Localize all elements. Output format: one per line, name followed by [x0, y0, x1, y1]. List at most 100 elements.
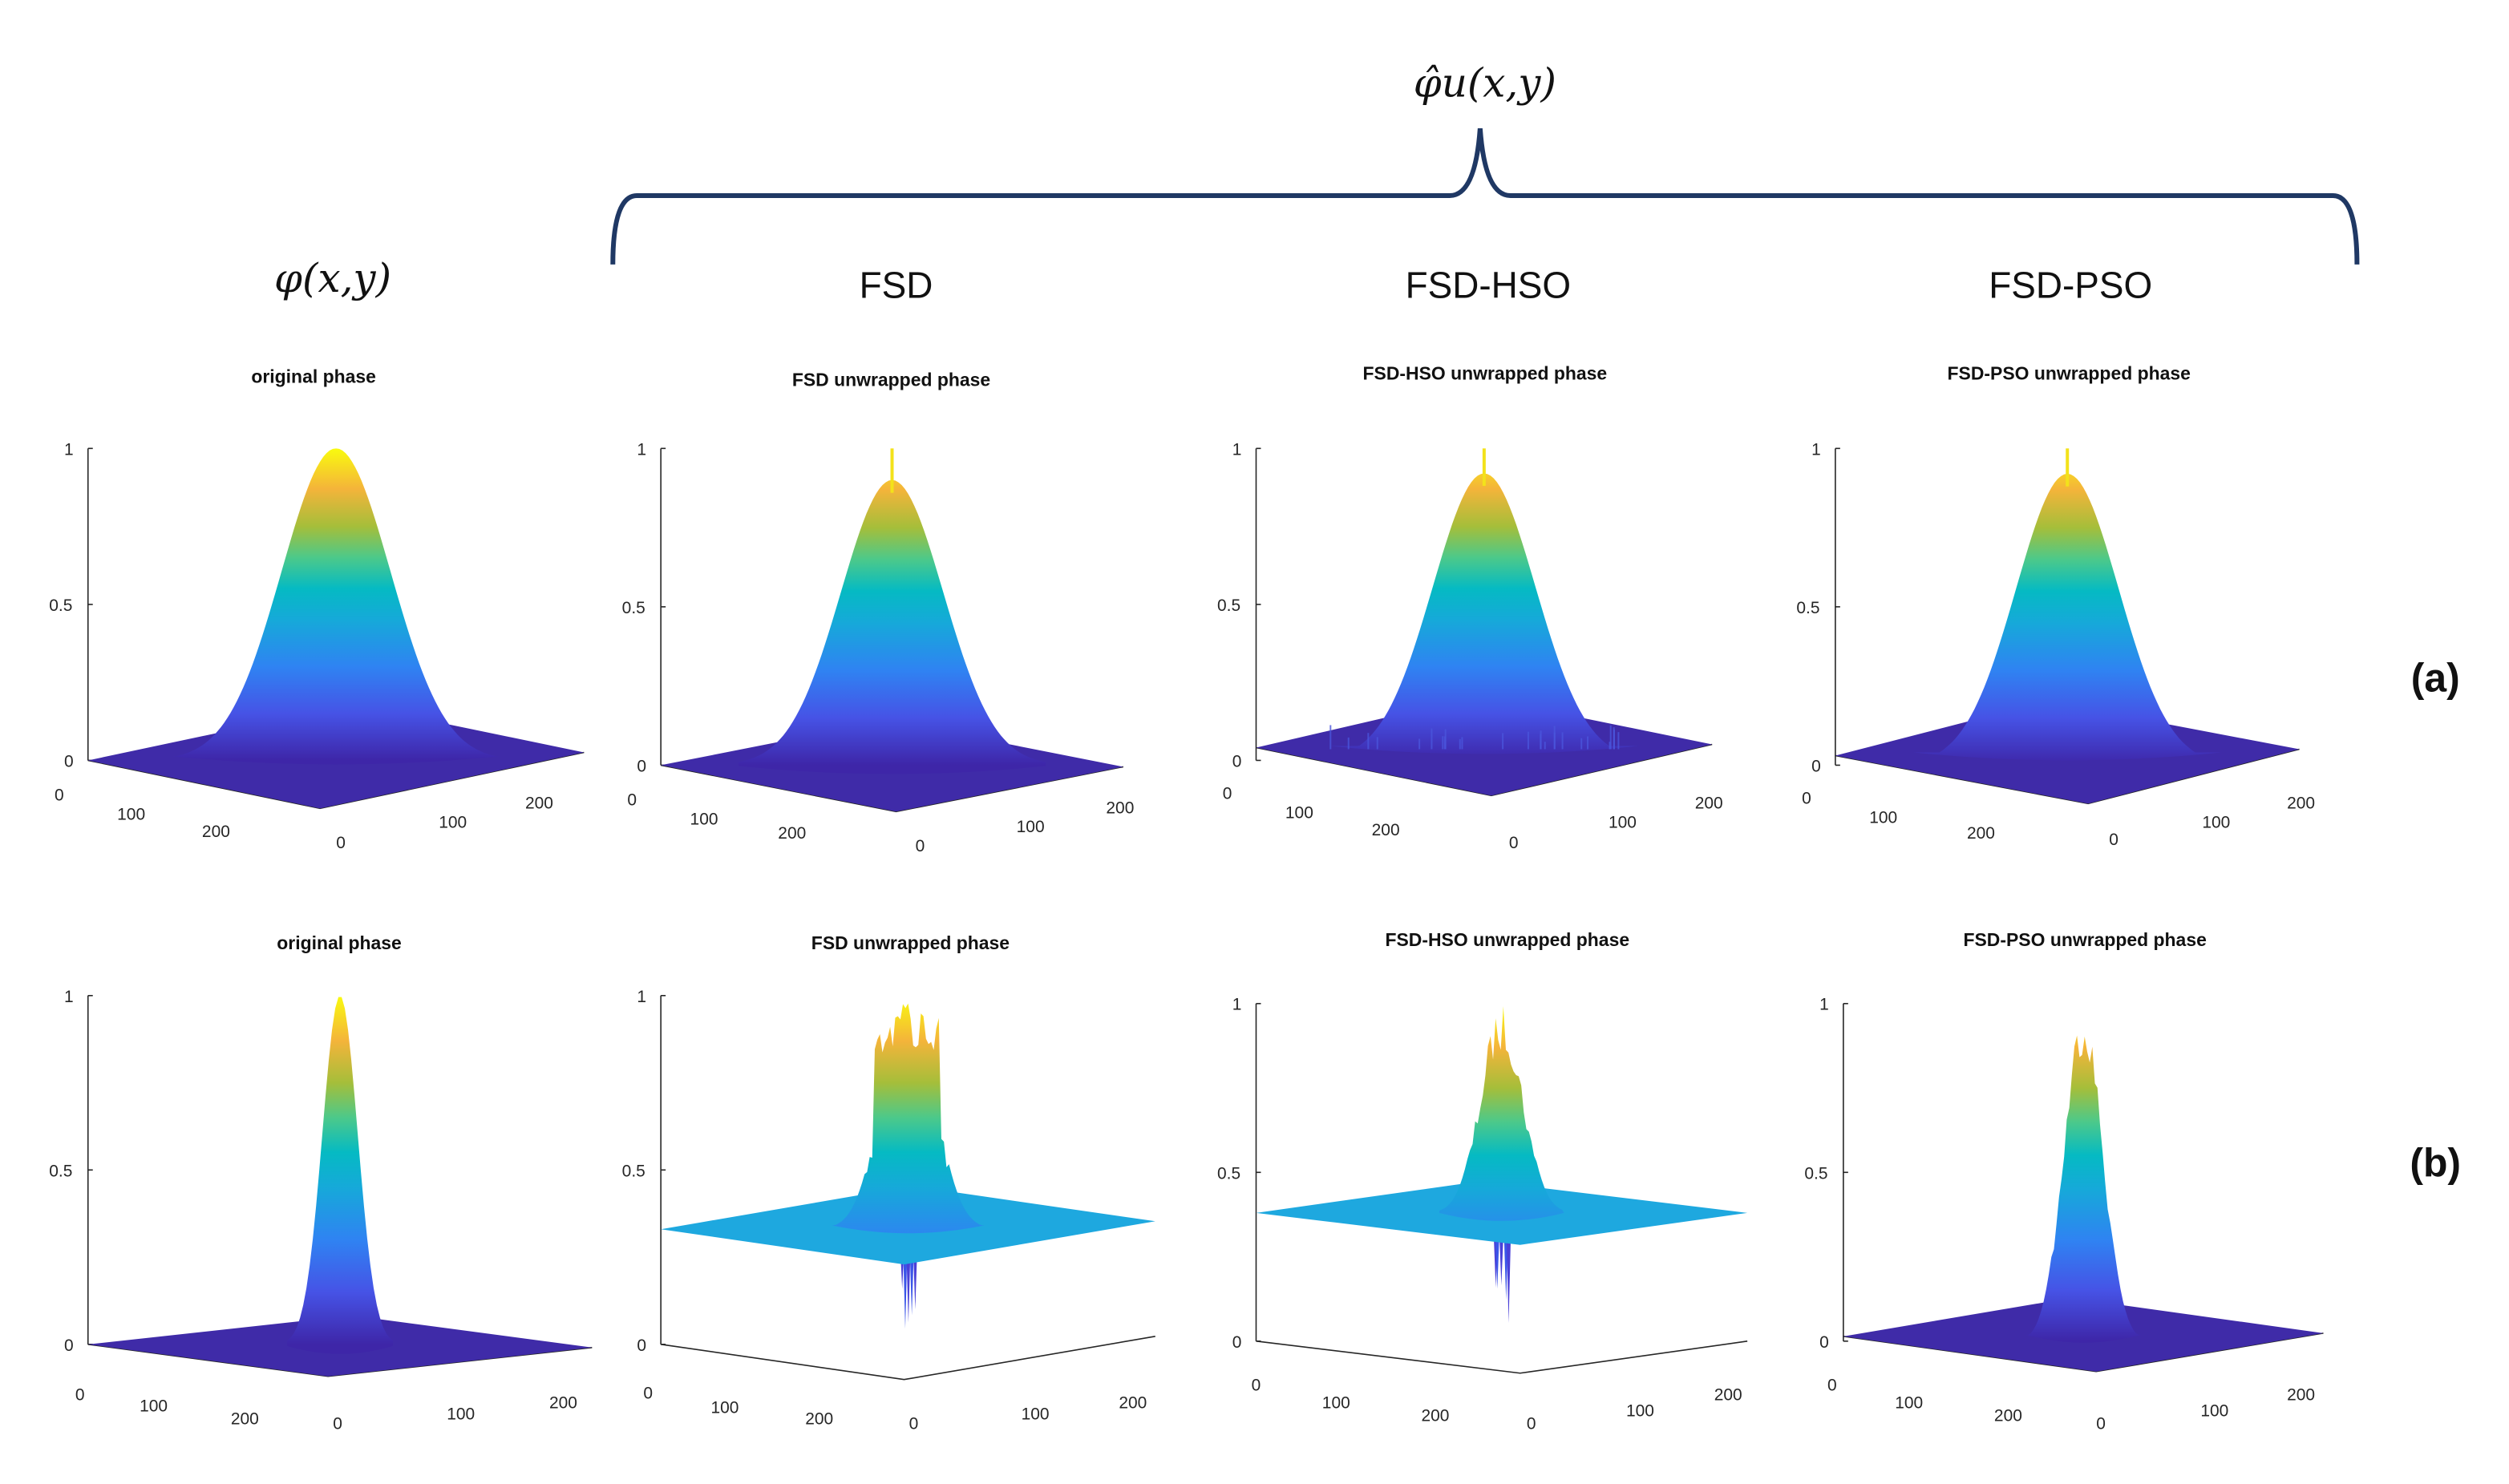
z-tick-label: 0.5	[622, 599, 645, 617]
y-tick-label: 100	[439, 813, 467, 831]
y-tick-label: 0	[1509, 834, 1519, 852]
peak-surface	[738, 479, 1046, 774]
surface-plot-7: FSD-HSO unwrapped phase 0 0.5 1 0 100 200 0 100 2…	[1217, 929, 1748, 1433]
y-tick-label: 200	[1119, 1394, 1147, 1413]
z-tick-label: 1	[637, 988, 646, 1006]
z-tick-label: 0	[64, 752, 74, 770]
x-tick-label: 200	[202, 823, 230, 841]
base-axes	[661, 1336, 1155, 1381]
plot-title: FSD unwrapped phase	[811, 932, 1010, 953]
y-tick-label: 200	[525, 794, 553, 812]
y-tick-label: 100	[1022, 1405, 1050, 1424]
y-tick-label: 100	[2200, 1402, 2228, 1421]
y-tick-label: 100	[1626, 1402, 1654, 1421]
output-phase-label: φ̂u(x,y)	[1414, 59, 1556, 106]
z-tick-label: 0.5	[1217, 596, 1240, 615]
peak-surface	[831, 1003, 985, 1234]
x-tick-label: 0	[1827, 1377, 1837, 1395]
y-tick-label: 200	[1695, 794, 1723, 812]
y-tick-label: 200	[549, 1394, 577, 1413]
plot-title: FSD-PSO unwrapped phase	[1964, 929, 2207, 950]
x-tick-label: 0	[75, 1386, 85, 1405]
plot-title: FSD-HSO unwrapped phase	[1363, 363, 1608, 384]
z-tick-label: 0	[64, 1336, 74, 1355]
y-tick-label: 100	[2202, 813, 2230, 831]
x-tick-label: 100	[1895, 1394, 1923, 1413]
surface-plot-4: FSD-PSO unwrapped phase 0 0.5 1 0 100 200 0 100 2…	[1796, 363, 2315, 850]
top-spike	[1482, 448, 1486, 487]
z-tick-label: 1	[64, 988, 74, 1006]
y-tick-label: 0	[333, 1415, 342, 1433]
z-tick-label: 0	[637, 757, 646, 775]
surface-plot-6: FSD unwrapped phase 0 0.5 1 0 100 200 0 100 200	[622, 932, 1155, 1433]
y-tick-label: 200	[1714, 1386, 1742, 1405]
column-header-fsd: FSD	[860, 265, 933, 306]
z-tick-label: 1	[1232, 440, 1242, 459]
y-tick-label: 100	[1609, 813, 1637, 831]
z-tick-label: 0.5	[49, 596, 72, 615]
z-tick-label: 1	[64, 440, 74, 459]
z-tick-label: 1	[1232, 996, 1242, 1014]
peak-surface	[172, 448, 500, 765]
top-spike	[890, 448, 894, 493]
top-spike	[2066, 448, 2070, 487]
column-brace	[610, 127, 2360, 265]
surface-plot-8: FSD-PSO unwrapped phase 0 0.5 1 0 100 200 0 100 2…	[1804, 929, 2324, 1433]
x-tick-label: 100	[140, 1397, 168, 1416]
y-tick-label: 0	[909, 1415, 919, 1433]
x-tick-label: 200	[1994, 1407, 2022, 1425]
y-tick-label: 200	[2287, 1386, 2315, 1405]
x-tick-label: 0	[1223, 784, 1232, 803]
z-tick-label: 0	[1819, 1333, 1829, 1352]
plot-title: FSD-HSO unwrapped phase	[1385, 929, 1629, 950]
x-tick-label: 200	[1422, 1407, 1450, 1425]
x-tick-label: 200	[805, 1410, 833, 1429]
z-tick-label: 0	[637, 1336, 646, 1355]
y-tick-label: 0	[336, 834, 346, 852]
plot-title: original phase	[251, 366, 376, 387]
x-tick-label: 0	[627, 791, 637, 809]
x-tick-label: 100	[690, 810, 718, 828]
row-label-b: (b)	[2410, 1140, 2461, 1185]
z-tick-label: 0.5	[1217, 1164, 1240, 1183]
z-tick-label: 1	[637, 440, 646, 459]
z-tick-label: 0	[1232, 752, 1242, 770]
z-tick-label: 0.5	[1796, 599, 1819, 617]
surface-plot-1: original phase 0 0.5 1 0 100 200 0 100 200	[49, 366, 585, 852]
x-tick-label: 100	[1869, 808, 1897, 827]
z-tick-label: 0.5	[622, 1162, 645, 1180]
y-tick-label: 0	[916, 837, 925, 855]
x-tick-label: 100	[711, 1399, 739, 1417]
z-tick-label: 1	[1819, 996, 1829, 1014]
x-tick-label: 0	[1252, 1377, 1261, 1395]
surface-plot-5: original phase 0 0.5 1 0 100 200 0 100 200	[49, 932, 593, 1433]
column-header-fsd-hso: FSD-HSO	[1406, 265, 1571, 306]
peak-surface	[1913, 473, 2221, 761]
x-tick-label: 100	[117, 805, 145, 823]
surface-plot-3: FSD-HSO unwrapped phase 0 0.5 1 0 100 200 0 100 2…	[1217, 363, 1723, 853]
y-tick-label: 0	[1527, 1415, 1536, 1433]
y-tick-label: 0	[2096, 1415, 2106, 1433]
z-tick-label: 1	[1811, 440, 1821, 459]
surface-plot-2: FSD unwrapped phase 0 0.5 1 0 100 200 0 100 200	[622, 369, 1135, 855]
input-phase-label: φ(x,y)	[274, 255, 391, 301]
x-tick-label: 0	[55, 786, 64, 804]
plot-title: FSD unwrapped phase	[792, 369, 990, 390]
x-tick-label: 100	[1322, 1394, 1350, 1413]
y-tick-label: 100	[1017, 818, 1045, 836]
peak-surface	[1439, 1005, 1564, 1221]
header: φ(x,y) φ̂u(x,y) FSD FSD-HSO FSD-PSO (a) …	[274, 59, 2461, 1185]
y-tick-label: 100	[447, 1405, 475, 1424]
y-tick-label: 0	[2109, 831, 2118, 849]
y-tick-label: 200	[2287, 794, 2315, 812]
x-tick-label: 200	[778, 824, 806, 843]
x-tick-label: 100	[1285, 803, 1313, 822]
plot-title: original phase	[277, 932, 402, 953]
peak-surface	[2025, 1035, 2142, 1343]
downward-spike	[1506, 1225, 1511, 1324]
z-tick-label: 0.5	[1804, 1164, 1827, 1183]
z-tick-label: 0.5	[49, 1162, 72, 1180]
peak-surface	[287, 997, 393, 1354]
